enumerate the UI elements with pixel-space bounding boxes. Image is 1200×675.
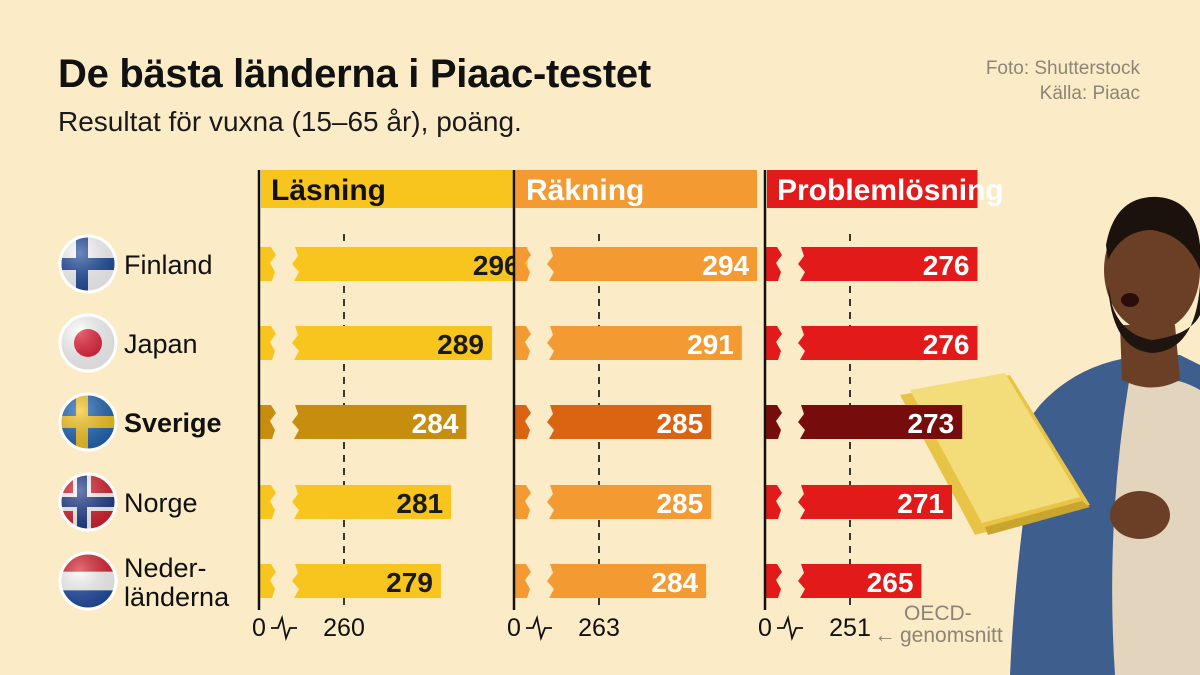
credits: Foto: Shutterstock Källa: Piaac [986, 56, 1140, 106]
person-mouth [1121, 293, 1139, 307]
oecd-annotation-line2: genomsnitt [900, 624, 1003, 647]
tick-oecd-problemlosning: 251 [829, 614, 871, 642]
person-beard [1108, 285, 1200, 353]
header-band-lasning [261, 170, 528, 208]
source-credit: Källa: Piaac [1039, 83, 1140, 104]
value-label-problemlosning-nederlanderna: 265 [867, 567, 914, 598]
category-label-sverige: Sverige [124, 408, 222, 438]
flag-icon-norge [58, 472, 118, 532]
header-label-lasning: Läsning [271, 174, 386, 207]
value-label-problemlosning-sverige: 273 [907, 408, 954, 439]
flag-icon-japan [58, 313, 118, 373]
bar-problemlosning-japan [798, 326, 978, 360]
value-label-lasning-sverige: 284 [412, 408, 459, 439]
bar-rakning-finland [547, 247, 758, 281]
oecd-annotation-line1: OECD- [904, 602, 972, 625]
bar-rakning-sverige [547, 405, 712, 439]
flag-icon-nederlanderna [58, 551, 118, 611]
bar-stub-lasning-finland [259, 247, 276, 281]
bar-rakning-nederlanderna [547, 564, 707, 598]
photo-credit: Foto: Shutterstock [985, 58, 1140, 79]
header-label-problemlosning: Problemlösning [777, 174, 1004, 207]
bar-rakning-japan [547, 326, 742, 360]
bar-lasning-norge [292, 485, 452, 519]
chart-subtitle: Resultat för vuxna (15–65 år), poäng. [58, 106, 522, 137]
value-label-lasning-japan: 289 [437, 329, 484, 360]
category-label-nederlanderna-line1: Neder- [124, 553, 207, 583]
bar-lasning-japan [292, 326, 492, 360]
category-label-finland: Finland [124, 250, 213, 280]
value-label-rakning-finland: 294 [702, 250, 749, 281]
bar-stub-problemlosning-finland [765, 247, 782, 281]
header-band-rakning [516, 170, 758, 208]
bar-stub-lasning-sverige [259, 405, 276, 439]
bar-stub-rakning-sverige [514, 405, 531, 439]
bar-problemlosning-nederlanderna [798, 564, 922, 598]
bar-stub-rakning-nederlanderna [514, 564, 531, 598]
value-label-rakning-japan: 291 [687, 329, 734, 360]
bar-rakning-norge [547, 485, 712, 519]
axis-break-problemlosning [777, 614, 803, 642]
value-label-problemlosning-norge: 271 [897, 488, 944, 519]
tick-oecd-rakning: 263 [578, 614, 620, 642]
header-label-rakning: Räkning [526, 174, 644, 207]
bar-stub-problemlosning-norge [765, 485, 782, 519]
value-label-problemlosning-japan: 276 [923, 329, 970, 360]
book-page-edge [985, 501, 1090, 535]
value-label-lasning-nederlanderna: 279 [386, 567, 433, 598]
bar-stub-rakning-norge [514, 485, 531, 519]
bar-problemlosning-finland [798, 247, 978, 281]
bar-lasning-nederlanderna [292, 564, 441, 598]
bar-stub-rakning-finland [514, 247, 531, 281]
value-label-problemlosning-finland: 276 [923, 250, 970, 281]
category-label-nederlanderna-line2: länderna [124, 582, 230, 612]
flag-icon-sverige [58, 392, 118, 452]
oecd-annotation-arrow: ← [874, 622, 896, 647]
bar-stub-problemlosning-sverige [765, 405, 782, 439]
tick-zero-rakning: 0 [507, 614, 521, 642]
axis-break-rakning [526, 614, 552, 642]
bar-lasning-sverige [292, 405, 467, 439]
header-band-problemlosning [767, 170, 978, 208]
value-label-rakning-norge: 285 [656, 488, 703, 519]
bar-stub-rakning-japan [514, 326, 531, 360]
axis-break-lasning [271, 614, 297, 642]
bar-lasning-finland [292, 247, 528, 281]
bar-stub-lasning-japan [259, 326, 276, 360]
bar-problemlosning-sverige [798, 405, 963, 439]
person-hand-right [1110, 491, 1170, 539]
tick-zero-problemlosning: 0 [758, 614, 772, 642]
chart-title: De bästa länderna i Piaac-testet [58, 52, 651, 96]
person-hair [1106, 196, 1200, 270]
category-label-japan: Japan [124, 329, 198, 359]
bar-stub-problemlosning-japan [765, 326, 782, 360]
bar-stub-lasning-nederlanderna [259, 564, 276, 598]
value-label-lasning-finland: 296 [473, 250, 520, 281]
value-label-lasning-norge: 281 [396, 488, 443, 519]
tick-oecd-lasning: 260 [323, 614, 365, 642]
bar-stub-problemlosning-nederlanderna [765, 564, 782, 598]
category-label-norge: Norge [124, 488, 198, 518]
value-label-rakning-sverige: 285 [656, 408, 703, 439]
value-label-rakning-nederlanderna: 284 [651, 567, 698, 598]
bar-problemlosning-norge [798, 485, 952, 519]
flag-icon-finland [58, 234, 118, 294]
tick-zero-lasning: 0 [252, 614, 266, 642]
bar-stub-lasning-norge [259, 485, 276, 519]
